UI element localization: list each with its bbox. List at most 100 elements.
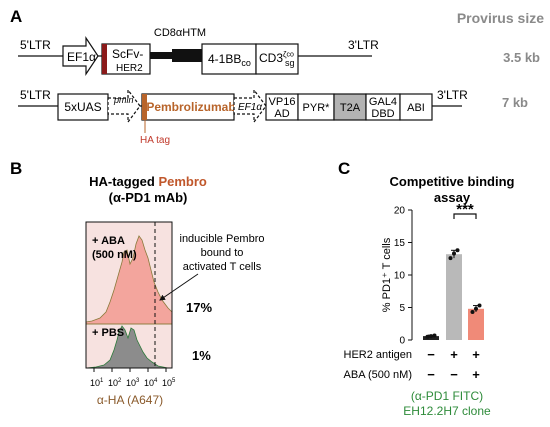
- uas-label: 5xUAS: [64, 100, 101, 114]
- annotation-line-1: inducible Pembro: [180, 233, 265, 245]
- condition-aba-line1: + ABA: [92, 235, 125, 247]
- data-point: [474, 306, 478, 311]
- ef1a-promoter-arrow-2: [233, 88, 267, 124]
- ltr-left-2: 5'LTR: [20, 88, 51, 102]
- panel-c-title-line1: Competitive binding: [390, 174, 515, 189]
- histogram-frame: [85, 221, 173, 369]
- signal-peptide-bar-1: [102, 44, 107, 74]
- panel-label-c: C: [338, 159, 350, 178]
- ltr-left-1: 5'LTR: [20, 38, 51, 52]
- ha-tag-label: HA tag: [140, 135, 170, 146]
- histogram-top-trace: [85, 235, 173, 325]
- ef1a-label-1: EF1α: [67, 50, 96, 64]
- row1-sign-2: +: [450, 347, 458, 362]
- panel-c-title-line2: assay: [434, 190, 471, 205]
- panel-label-b: B: [10, 159, 22, 178]
- abi-box: [399, 93, 433, 121]
- row2-sign-2: −: [450, 367, 458, 382]
- panel-b-title-line2: (α-PD1 mAb): [109, 190, 188, 205]
- y-tick-label: 0: [399, 336, 405, 347]
- percent-top: 17%: [186, 300, 212, 315]
- x-tick-label: 101: [90, 378, 104, 388]
- percent-bottom: 1%: [192, 348, 211, 363]
- vp16-box: [265, 93, 299, 121]
- x-tick-label: 104: [144, 378, 158, 388]
- bar-3: [468, 308, 484, 340]
- panel-b-title-line1: HA-tagged Pembro: [89, 174, 207, 189]
- scfv-label-line1: ScFv-: [112, 47, 143, 61]
- row-label-aba: ABA (500 nM): [344, 369, 412, 381]
- ha-tag-bar: [142, 94, 147, 120]
- x-tick-label: 103: [126, 378, 140, 388]
- provirus-size-header: Provirus size: [457, 10, 544, 26]
- y-axis-ticks: 0 5 10 15 20: [394, 206, 412, 347]
- vp16-label-line2: AD: [274, 108, 289, 120]
- condition-aba-line2: (500 nM): [92, 249, 137, 261]
- y-tick-label: 20: [394, 206, 406, 217]
- annotation-line-3: activated T cells: [183, 261, 262, 273]
- abi-label: ABI: [407, 102, 425, 114]
- data-point: [429, 334, 433, 339]
- scfv-label-line2: HER2: [116, 63, 143, 74]
- uas-box: [57, 93, 109, 121]
- pyr-box: [297, 93, 335, 121]
- data-point: [425, 334, 430, 339]
- significance-bracket: [453, 213, 477, 219]
- y-axis-label: % PD1⁺ T cells: [381, 237, 393, 312]
- data-point: [452, 251, 456, 256]
- y-tick-label: 10: [394, 271, 406, 282]
- annotation-arrow: [159, 273, 199, 301]
- significance-label: ***: [456, 201, 474, 218]
- ef1a-label-2: EF1α: [238, 102, 262, 113]
- data-point: [448, 256, 453, 261]
- pmin-promoter-arrow: [107, 88, 141, 124]
- annotation-line-2: bound to: [201, 247, 244, 259]
- pmin-label: pmin: [113, 95, 134, 105]
- bar-chart: 0 5 10 15 20 ***: [394, 201, 484, 347]
- histogram-x-label: α-HA (A647): [97, 393, 163, 407]
- condition-pbs: + PBS: [92, 327, 124, 339]
- data-point: [477, 303, 482, 308]
- ef1a-promoter-arrow-1: [62, 36, 99, 76]
- row2-sign-3: +: [472, 367, 480, 382]
- histogram-x-axis: 101 102 103 104 105: [90, 368, 176, 388]
- hinge-tm-bar-thin: [150, 52, 172, 59]
- construct-car: 5'LTR 3'LTR EF1α ScFv- HER2 CD8αHTM 4-1B…: [18, 27, 540, 76]
- flow-histogram: 101 102 103 104 105: [85, 221, 176, 388]
- pembrolizumab-label: Pembrolizumab: [146, 100, 235, 114]
- data-points: [425, 248, 482, 339]
- cd3z-box: [255, 43, 299, 75]
- costim-41bb-label: 4-1BBco: [208, 52, 251, 68]
- x-tick-label: 102: [108, 378, 122, 388]
- footer-clone: EH12.2H7 clone: [403, 404, 491, 418]
- scfv-her2-box: [101, 43, 151, 75]
- y-tick-label: 5: [399, 303, 405, 314]
- cd3z-label-tail: sg: [285, 58, 295, 68]
- x-tick-label: 105: [162, 378, 176, 388]
- gal4-box: [365, 93, 401, 121]
- ltr-right-1: 3'LTR: [348, 38, 379, 52]
- size-construct-2: 7 kb: [502, 95, 528, 110]
- hinge-label: CD8αHTM: [154, 27, 206, 39]
- data-point: [432, 333, 437, 338]
- bars: [423, 254, 484, 340]
- panel-label-a: A: [10, 7, 22, 26]
- hinge-tm-bar-thick: [172, 49, 202, 62]
- vp16-label-line1: VP16: [269, 96, 296, 108]
- footer-antibody: (α-PD1 FITC): [411, 389, 483, 403]
- gal4-label-line1: GAL4: [369, 96, 397, 108]
- histogram-bottom-trace: [85, 325, 169, 369]
- construct-inducible-pembro: 5'LTR 3'LTR 5xUAS pmin Pembrolizumab HA …: [18, 88, 528, 146]
- size-construct-1: 3.5 kb: [503, 50, 540, 65]
- row1-sign-3: +: [472, 347, 480, 362]
- bar-2: [446, 254, 462, 340]
- data-point: [470, 310, 475, 315]
- gal4-label-line2: DBD: [371, 108, 394, 120]
- y-tick-label: 15: [394, 238, 406, 249]
- ltr-right-2: 3'LTR: [437, 88, 468, 102]
- cd3z-label: CD3ζco: [259, 50, 294, 65]
- row2-sign-1: −: [427, 367, 435, 382]
- row-label-her2: HER2 antigen: [344, 349, 413, 361]
